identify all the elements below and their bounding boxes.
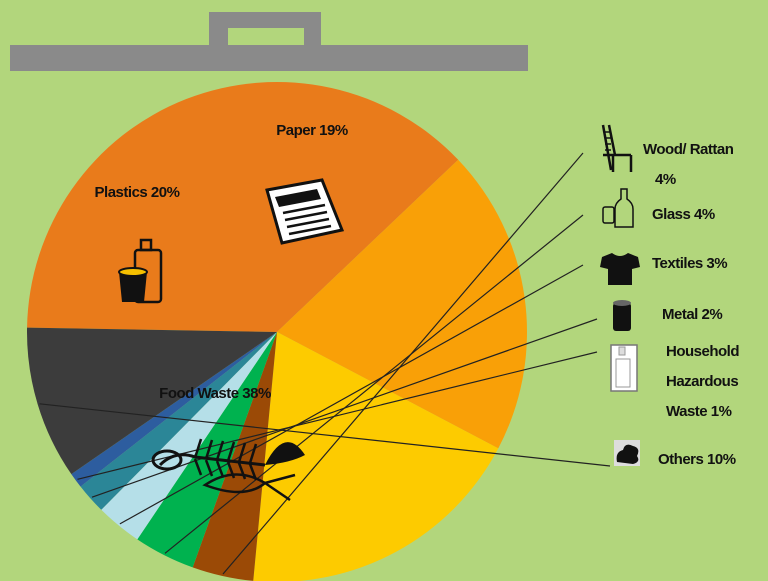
slice-label-line: Hazardous (666, 373, 738, 390)
leader-line-textiles (119, 264, 584, 525)
slice-wood (192, 332, 277, 581)
slice-label-line: Waste 1% (666, 403, 732, 420)
plastic-bottle-cup-icon (118, 238, 163, 304)
leader-line-glass (164, 214, 584, 554)
slice-label-line: Household (666, 343, 739, 360)
slice-label-hazardous: Household Hazardous Waste 1% (666, 343, 739, 420)
rubbish-pile-icon (614, 440, 640, 466)
tshirt-icon (600, 253, 640, 285)
slice-label-line: Others 10% (658, 451, 736, 468)
metal-can-icon (613, 300, 631, 331)
slice-label-line: Textiles 3% (652, 255, 727, 272)
slice-paper (253, 332, 499, 581)
slice-label-paper: Paper 19% (276, 122, 348, 139)
slice-label-line: 4% (655, 171, 676, 188)
leader-line-wood (222, 152, 584, 575)
slice-label-metal: Metal 2% (662, 306, 722, 323)
slice-textiles (101, 332, 277, 540)
slice-label-line: Glass 4% (652, 206, 715, 223)
slice-metal (80, 332, 277, 510)
slice-label-others: Others 10% (658, 451, 736, 468)
handle-graphic (10, 12, 528, 71)
slice-label-textiles: Textiles 3% (652, 255, 727, 272)
slice-glass (137, 332, 277, 568)
newspaper-icon (265, 178, 345, 245)
hazardous-container-icon (610, 344, 638, 392)
slice-hazardous (71, 332, 277, 487)
slice-label-food: Food Waste 38% (159, 385, 271, 402)
slice-label-wood: Wood/ Rattan 4% (643, 141, 734, 188)
slice-plastics (277, 159, 527, 449)
slice-label-line: Wood/ Rattan (643, 141, 734, 158)
leader-line-others (39, 403, 611, 467)
slice-label-line: Metal 2% (662, 306, 722, 323)
fish-bone-icon (151, 438, 305, 502)
slice-others (27, 327, 277, 475)
slice-label-plastics: Plastics 20% (95, 184, 180, 201)
chair-icon (601, 124, 633, 172)
slice-label-glass: Glass 4% (652, 206, 715, 223)
glass-bottle-icon (602, 188, 634, 228)
leader-line-hazardous (77, 351, 598, 480)
